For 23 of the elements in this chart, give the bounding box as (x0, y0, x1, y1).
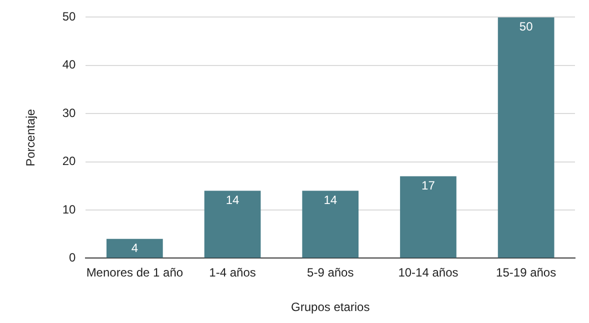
y-tick-label: 10 (62, 202, 76, 216)
y-tick-label: 50 (62, 10, 76, 24)
bar (106, 238, 163, 258)
data-label: 4 (131, 241, 138, 256)
x-tick-label: Menores de 1 año (86, 266, 184, 280)
data-label: 14 (324, 193, 338, 208)
bar (302, 190, 359, 258)
y-axis-title: Porcentaje (24, 108, 38, 166)
bar (498, 17, 554, 258)
bar (400, 176, 456, 258)
x-tick-label: 1-4 años (209, 266, 256, 280)
x-axis-title: Grupos etarios (291, 300, 370, 314)
data-label: 50 (519, 20, 534, 34)
y-tick-label: 20 (62, 154, 76, 168)
bar (204, 190, 261, 258)
data-label: 17 (422, 178, 436, 193)
data-label: 14 (226, 193, 240, 208)
x-tick-label: 15-19 años (496, 266, 556, 280)
y-tick-label: 30 (62, 106, 76, 120)
y-tick-label: 40 (62, 58, 76, 72)
x-tick-label: 10-14 años (398, 266, 458, 280)
x-tick-label: 5-9 años (307, 266, 354, 280)
y-tick-label: 0 (69, 250, 76, 265)
